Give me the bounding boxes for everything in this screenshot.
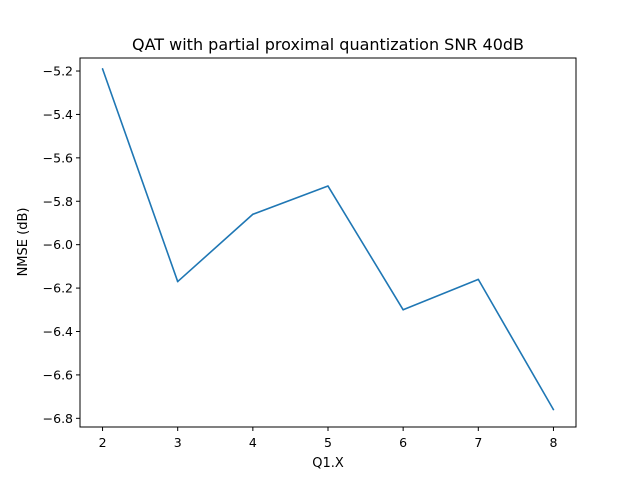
data-point — [477, 278, 480, 281]
x-axis-label: Q1.X — [312, 456, 344, 471]
x-tick-label: 5 — [324, 435, 332, 450]
y-tick-label: −6.6 — [43, 367, 73, 382]
y-tick-label: −5.2 — [43, 64, 73, 79]
y-tick-label: −6.2 — [43, 281, 73, 296]
data-point — [252, 213, 254, 216]
x-tick-label: 2 — [99, 435, 107, 450]
x-tick-label: 6 — [399, 435, 407, 450]
x-tick-label: 4 — [249, 435, 257, 450]
data-point — [402, 308, 404, 311]
y-axis-label: NMSE (dB) — [16, 208, 31, 277]
y-axis: −6.8 −6.6 −6.4 −6.2 −6.0 −5.8 −5.6 −5.4 −5.2 — [43, 64, 80, 426]
plot-area-frame — [79, 57, 577, 428]
y-tick-label: −5.8 — [43, 194, 73, 209]
x-axis: 2 3 4 5 6 7 8 — [99, 427, 557, 450]
chart-title: QAT with partial proximal quantization S… — [132, 35, 524, 54]
series-line — [101, 68, 555, 411]
data-point — [176, 280, 179, 283]
series-layer — [101, 68, 555, 411]
x-tick-label: 7 — [474, 435, 482, 450]
y-tick-label: −6.0 — [43, 237, 73, 252]
x-tick-label: 8 — [549, 435, 557, 450]
y-tick-label: −5.4 — [43, 107, 73, 122]
data-point — [327, 185, 329, 187]
x-tick-label: 3 — [174, 435, 182, 450]
data-point — [101, 68, 104, 70]
y-tick-label: −6.8 — [43, 411, 73, 426]
y-tick-label: −6.4 — [43, 324, 73, 339]
data-point — [552, 408, 555, 411]
y-tick-label: −5.6 — [43, 150, 73, 165]
